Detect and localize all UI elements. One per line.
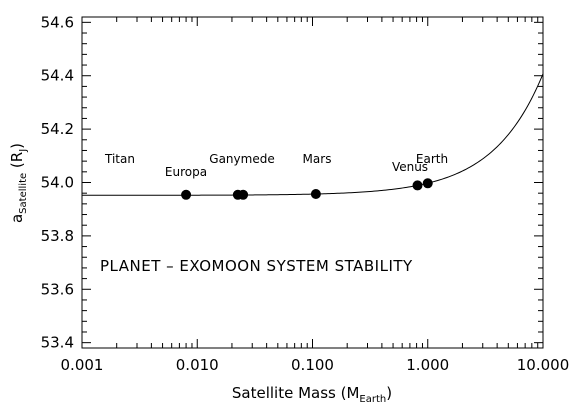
x-tick-labels: 0.001 0.010 0.100 1.000 10.000 bbox=[61, 356, 570, 374]
point-earth bbox=[422, 178, 433, 189]
stability-curve bbox=[82, 73, 544, 196]
x-tick-label: 1.000 bbox=[406, 356, 449, 374]
point-label-titan: Titan bbox=[104, 152, 135, 166]
point-label-ganymede: Ganymede bbox=[209, 152, 274, 166]
y-tick-label: 54.6 bbox=[41, 13, 74, 31]
x-tick-label: 0.001 bbox=[61, 356, 104, 374]
x-tick-label: 0.100 bbox=[291, 356, 334, 374]
x-tick-label: 0.010 bbox=[176, 356, 219, 374]
point-mars bbox=[310, 188, 321, 199]
data-points bbox=[181, 178, 433, 200]
point-venus bbox=[412, 180, 423, 191]
x-axis-title: Satellite Mass (MEarth) bbox=[232, 384, 392, 405]
annotation-text: PLANET – EXOMOON SYSTEM STABILITY bbox=[100, 257, 413, 275]
x-tick-label: 10.000 bbox=[517, 356, 570, 374]
point-label-earth: Earth bbox=[416, 152, 448, 166]
point-europa bbox=[181, 189, 192, 200]
y-tick-label: 54.0 bbox=[41, 174, 74, 192]
svg-text:aSatellite (RJ): aSatellite (RJ) bbox=[8, 143, 29, 223]
y-tick-labels: 53.4 53.6 53.8 54.0 54.2 54.4 54.6 bbox=[41, 13, 74, 351]
y-tick-label: 54.2 bbox=[41, 120, 74, 138]
point-label-europa: Europa bbox=[165, 165, 207, 179]
y-tick-label: 54.4 bbox=[41, 67, 74, 85]
point-label-venus: Venus bbox=[392, 160, 428, 174]
y-tick-label: 53.4 bbox=[41, 334, 74, 352]
plot-frame bbox=[81, 16, 544, 349]
tick-marks bbox=[81, 17, 543, 348]
y-tick-label: 53.8 bbox=[41, 227, 74, 245]
y-axis-title: aSatellite (RJ) bbox=[8, 143, 29, 223]
point-ganymede bbox=[238, 189, 249, 200]
y-tick-label: 53.6 bbox=[41, 280, 74, 298]
point-label-mars: Mars bbox=[303, 152, 332, 166]
